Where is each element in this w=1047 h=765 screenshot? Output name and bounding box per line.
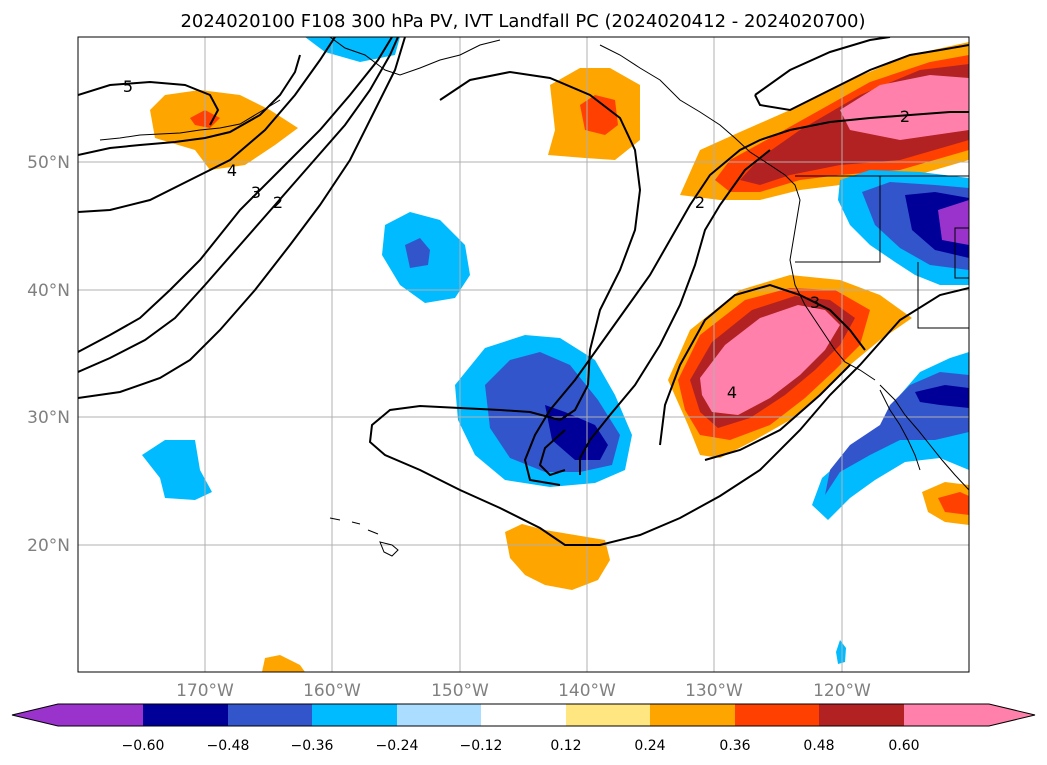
colorbar-swatch (904, 704, 989, 726)
shading-gulf-alaska-positive (548, 68, 640, 160)
colorbar-swatch (58, 704, 143, 726)
shading-midpacific-negative (382, 212, 470, 303)
contour-label: 3 (251, 183, 261, 202)
latitude-label: 30°N (27, 408, 70, 428)
colorbar-tick-label: 0.24 (634, 738, 665, 754)
colorbar-tick-label: −0.24 (376, 738, 419, 754)
shading-layer (142, 37, 969, 672)
contour-label: 2 (695, 193, 705, 212)
colorbar-tick-label: −0.12 (460, 738, 503, 754)
longitude-label: 170°W (176, 681, 234, 701)
colorbar-swatch (650, 704, 735, 726)
longitude-label: 120°W (813, 681, 871, 701)
contour-label: 3 (810, 293, 820, 312)
colorbar-swatch (566, 704, 650, 726)
colorbar-tick-label: −0.48 (207, 738, 250, 754)
contours (78, 37, 969, 546)
longitude-label: 150°W (431, 681, 489, 701)
map-panel: 5 4 3 2 2 2 3 4 (77, 36, 970, 673)
colorbar-swatch (143, 704, 228, 726)
longitude-axis: 170°W 160°W 150°W 140°W 130°W 120°W (176, 681, 871, 701)
colorbar-swatch (989, 704, 1035, 726)
colorbar-swatch (819, 704, 904, 726)
map-frame (77, 36, 970, 673)
shading-hawaii-west-negative (142, 440, 212, 500)
contour-label: 5 (123, 77, 133, 96)
colorbar-tick-label: −0.36 (291, 738, 334, 754)
colorbar: −0.60 −0.48 −0.36 −0.24 −0.12 0.12 0.24 … (11, 703, 1036, 754)
colorbar-tick-label: 0.60 (888, 738, 919, 754)
latitude-label: 40°N (27, 281, 70, 301)
shading-south-positive (505, 524, 610, 590)
colorbar-tick-label: 0.12 (550, 738, 581, 754)
shading-mexico-negative (812, 352, 969, 520)
colorbar-swatch (735, 704, 819, 726)
colorbar-tick-label: 0.48 (803, 738, 834, 754)
shading-small-negative (836, 640, 846, 664)
contour-labels: 5 4 3 2 2 2 3 4 (123, 77, 910, 402)
colorbar-outline (11, 703, 1036, 727)
shading-greatbasin-negative (838, 170, 969, 285)
contour-label: 4 (727, 383, 737, 402)
colorbar-tick-label: 0.36 (719, 738, 750, 754)
contour-label: 4 (227, 161, 237, 180)
longitude-label: 160°W (303, 681, 361, 701)
shading-california-positive (668, 275, 912, 458)
shading-mexico-positive (922, 482, 969, 525)
contour-label: 2 (900, 107, 910, 126)
latitude-label: 20°N (27, 536, 70, 556)
contour-label: 2 (273, 193, 283, 212)
colorbar-swatch (397, 704, 481, 726)
colorbar-swatch (228, 704, 312, 726)
colorbar-swatch (481, 704, 566, 726)
latitude-label: 50°N (27, 153, 70, 173)
shading-bottomleft-positive (262, 655, 305, 672)
colorbar-tick-label: −0.60 (122, 738, 165, 754)
longitude-label: 130°W (685, 681, 743, 701)
coastlines (99, 37, 969, 557)
shading-alaska-negative (305, 37, 400, 62)
map-title: 2024020100 F108 300 hPa PV, IVT Landfall… (180, 11, 865, 32)
colorbar-swatch (312, 704, 397, 726)
latitude-axis: 20°N 30°N 40°N 50°N (27, 153, 70, 556)
colorbar-swatch (12, 704, 58, 726)
longitude-label: 140°W (558, 681, 616, 701)
